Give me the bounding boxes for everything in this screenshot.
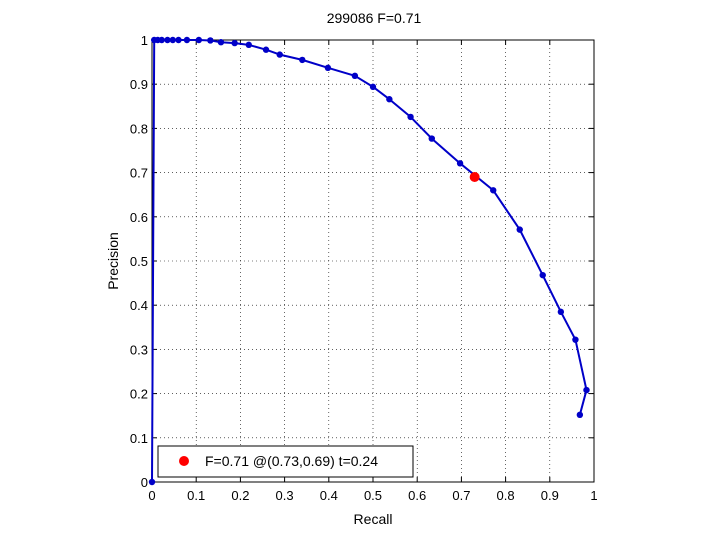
data-point: [324, 64, 332, 72]
x-tick-label: 0.9: [541, 488, 559, 503]
data-point: [231, 39, 238, 47]
y-tick-label: 0.3: [130, 342, 148, 357]
x-tick-label: 1: [590, 488, 597, 503]
x-axis-label: Recall: [354, 511, 393, 527]
data-point: [299, 56, 306, 64]
y-tick-label: 0.9: [130, 77, 148, 92]
data-point: [428, 135, 435, 142]
x-tick-label: 0: [148, 488, 155, 503]
x-tick-label: 0.5: [364, 488, 382, 503]
data-point: [557, 308, 565, 316]
x-tick-label: 0.8: [497, 488, 515, 503]
data-point: [169, 36, 176, 44]
data-point: [207, 37, 214, 44]
data-point: [164, 36, 171, 44]
legend-label: F=0.71 @(0.73,0.69) t=0.24: [205, 453, 378, 469]
x-tick-label: 0.4: [320, 488, 338, 503]
best-f-point: [469, 172, 480, 183]
data-point: [262, 46, 270, 53]
y-tick-label: 0.7: [130, 166, 148, 181]
chart-title: 299086 F=0.71: [327, 10, 422, 26]
legend: F=0.71 @(0.73,0.69) t=0.24: [157, 445, 414, 478]
x-tick-label: 0.1: [187, 488, 205, 503]
y-tick-label: 0.2: [130, 387, 148, 402]
data-point: [183, 36, 191, 44]
highlight-layer: [469, 172, 480, 183]
legend-box: [157, 445, 414, 478]
data-point: [407, 113, 414, 121]
x-tick-label: 0.7: [452, 488, 470, 503]
x-tick-label: 0.2: [231, 488, 249, 503]
data-point: [217, 39, 225, 46]
data-point: [539, 271, 546, 279]
y-tick-label: 0.6: [130, 210, 148, 225]
y-tick-labels: 0 0.1 0.2 0.3 0.4 0.5 0.6 0.7 0.8 0.9 1: [130, 33, 148, 490]
legend-marker: [179, 456, 189, 466]
plot-frame: [151, 39, 595, 483]
data-point: [175, 36, 182, 44]
data-point: [386, 96, 393, 103]
data-point: [351, 72, 359, 80]
y-axis-label: Precision: [105, 232, 121, 290]
data-point: [576, 411, 584, 419]
data-point: [195, 36, 203, 44]
data-point: [151, 36, 158, 44]
data-point: [369, 83, 377, 91]
y-tick-label: 1: [141, 33, 148, 48]
data-point: [276, 51, 283, 58]
data-point: [490, 187, 497, 194]
data-point: [583, 386, 590, 394]
data-point: [456, 160, 464, 167]
data-point: [516, 226, 523, 233]
data-point: [148, 478, 156, 486]
y-tick-label: 0.8: [130, 121, 148, 136]
series-layer: [148, 36, 590, 486]
x-tick-label: 0.6: [408, 488, 426, 503]
data-point: [572, 336, 579, 343]
data-point: [245, 41, 252, 49]
y-tick-label: 0.4: [130, 298, 148, 313]
y-tick-label: 0: [141, 475, 148, 490]
x-tick-label: 0.3: [276, 488, 294, 503]
y-tick-label: 0.1: [130, 431, 148, 446]
x-tick-labels: 0 0.1 0.2 0.3 0.4 0.5 0.6 0.7 0.8 0.9 1: [148, 488, 597, 503]
y-tick-label: 0.5: [130, 254, 148, 269]
